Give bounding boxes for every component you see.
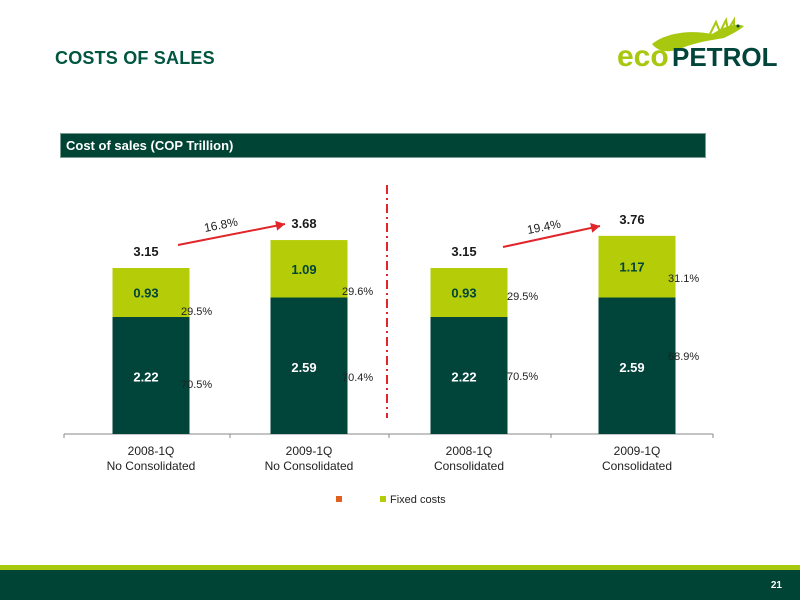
x-tick-label: Consolidated	[434, 459, 504, 473]
percent-label-fixed: 29.5%	[507, 291, 538, 303]
x-tick-label: Consolidated	[602, 459, 672, 473]
bar-variable-segment	[270, 297, 348, 434]
data-label-fixed: 0.93	[451, 286, 476, 301]
total-label: 3.15	[133, 244, 158, 259]
data-label-variable: 2.22	[451, 370, 476, 385]
x-tick-label: 2009-1Q	[614, 444, 661, 458]
data-label-fixed: 1.17	[619, 260, 644, 275]
percent-label-variable: 70.4%	[342, 372, 373, 384]
percent-label-fixed: 31.1%	[668, 273, 699, 285]
footer-bar: 21	[0, 570, 800, 600]
bar-variable-segment	[112, 317, 190, 434]
data-label-variable: 2.59	[619, 360, 644, 375]
footer-accent-line	[0, 565, 800, 570]
svg-text:PETROL: PETROL	[672, 42, 778, 72]
x-tick-label: No Consolidated	[107, 459, 196, 473]
bar-variable-segment	[430, 317, 508, 434]
growth-arrow-head	[590, 223, 600, 233]
chart-banner: Cost of sales (COP Trillion)	[60, 133, 706, 158]
bar-variable-segment	[598, 297, 676, 434]
percent-label-fixed: 29.5%	[181, 306, 212, 318]
growth-arrow-line	[502, 225, 601, 248]
data-label-fixed: 1.09	[291, 262, 316, 277]
banner-label: Cost of sales (COP Trillion)	[66, 138, 234, 153]
svg-text:eco: eco	[617, 40, 669, 73]
page-title: COSTS OF SALES	[55, 48, 215, 68]
legend-label-fixed-costs: Fixed costs	[390, 494, 446, 506]
bar-fixed-segment	[430, 267, 508, 318]
x-tick-label: 2008-1Q	[128, 444, 175, 458]
data-label-variable: 2.59	[291, 360, 316, 375]
legend-swatch-unlabeled	[336, 496, 342, 502]
percent-label-fixed: 29.6%	[342, 286, 373, 298]
x-tick-label: No Consolidated	[265, 459, 354, 473]
percent-label-variable: 70.5%	[507, 371, 538, 383]
growth-arrow-line	[177, 223, 286, 246]
total-label: 3.68	[291, 216, 316, 231]
data-label-variable: 2.22	[133, 370, 158, 385]
data-label-fixed: 0.93	[133, 286, 158, 301]
legend-swatch-fixed-costs	[380, 496, 386, 502]
total-label: 3.76	[619, 212, 644, 227]
growth-arrow-head	[275, 220, 285, 231]
percent-label-variable: 70.5%	[181, 379, 212, 391]
percent-label-variable: 68.9%	[668, 351, 699, 363]
total-label: 3.15	[451, 244, 476, 259]
x-tick-label: 2009-1Q	[286, 444, 333, 458]
page-number: 21	[770, 580, 782, 591]
growth-label: 16.8%	[203, 215, 239, 235]
x-tick-label: 2008-1Q	[446, 444, 493, 458]
ecopetrol-logo: eco PETROL	[617, 16, 778, 73]
bar-fixed-segment	[598, 235, 676, 298]
bar-fixed-segment	[270, 240, 348, 298]
bar-fixed-segment	[112, 267, 190, 318]
growth-label: 19.4%	[526, 217, 562, 237]
